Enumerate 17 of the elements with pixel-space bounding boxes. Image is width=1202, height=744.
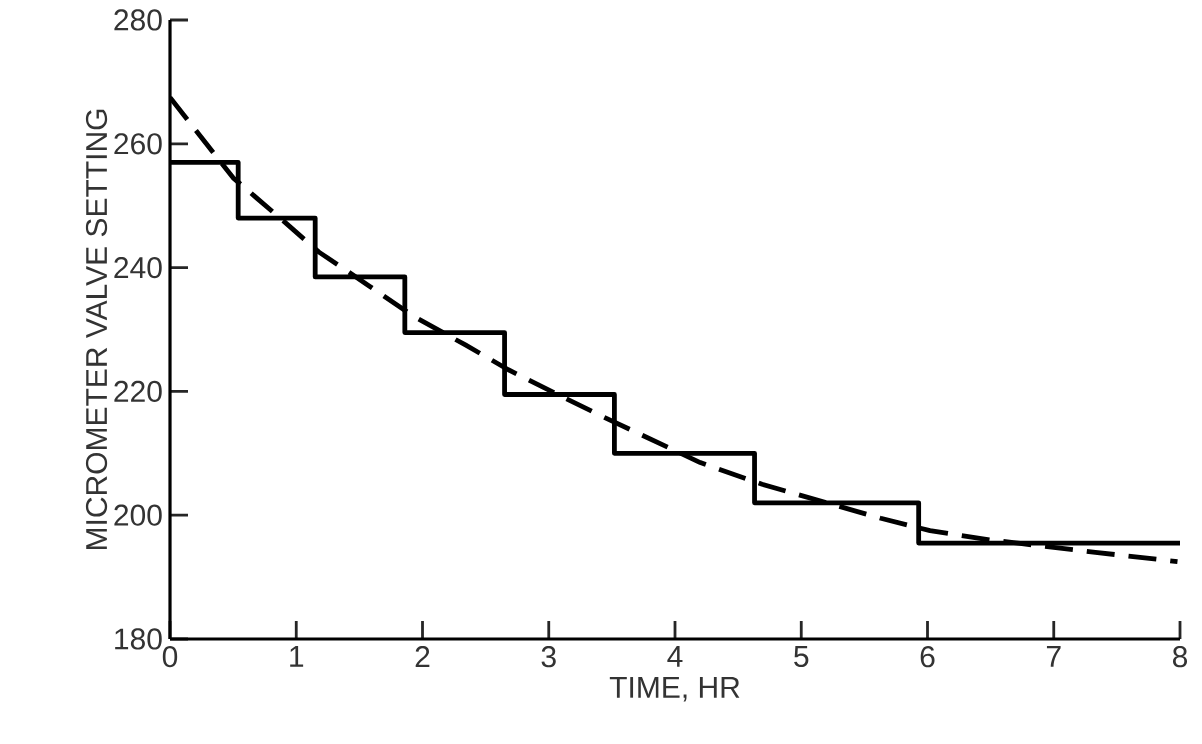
y-tick-label: 220	[114, 380, 162, 403]
x-tick-label: 8	[1172, 646, 1188, 668]
x-tick-label: 1	[290, 646, 304, 667]
y-tick-label: 180	[115, 628, 162, 650]
x-tick-label: 3	[541, 646, 556, 668]
y-tick-label: 200	[114, 504, 162, 526]
x-tick-label: 4	[667, 646, 683, 667]
y-tick-label: 240	[114, 256, 162, 279]
x-tick-label: 2	[415, 646, 430, 668]
x-tick-label: 0	[162, 646, 178, 668]
x-tick-label: 5	[794, 646, 809, 667]
x-tick-label: 7	[1046, 646, 1061, 667]
y-tick-label: 260	[114, 133, 162, 155]
y-tick-label: 280	[114, 9, 162, 31]
x-tick-label: 6	[920, 646, 935, 668]
y-axis-title: MICROMETER VALVE SETTING	[85, 109, 108, 550]
x-axis-title: TIME, HR	[609, 677, 740, 702]
